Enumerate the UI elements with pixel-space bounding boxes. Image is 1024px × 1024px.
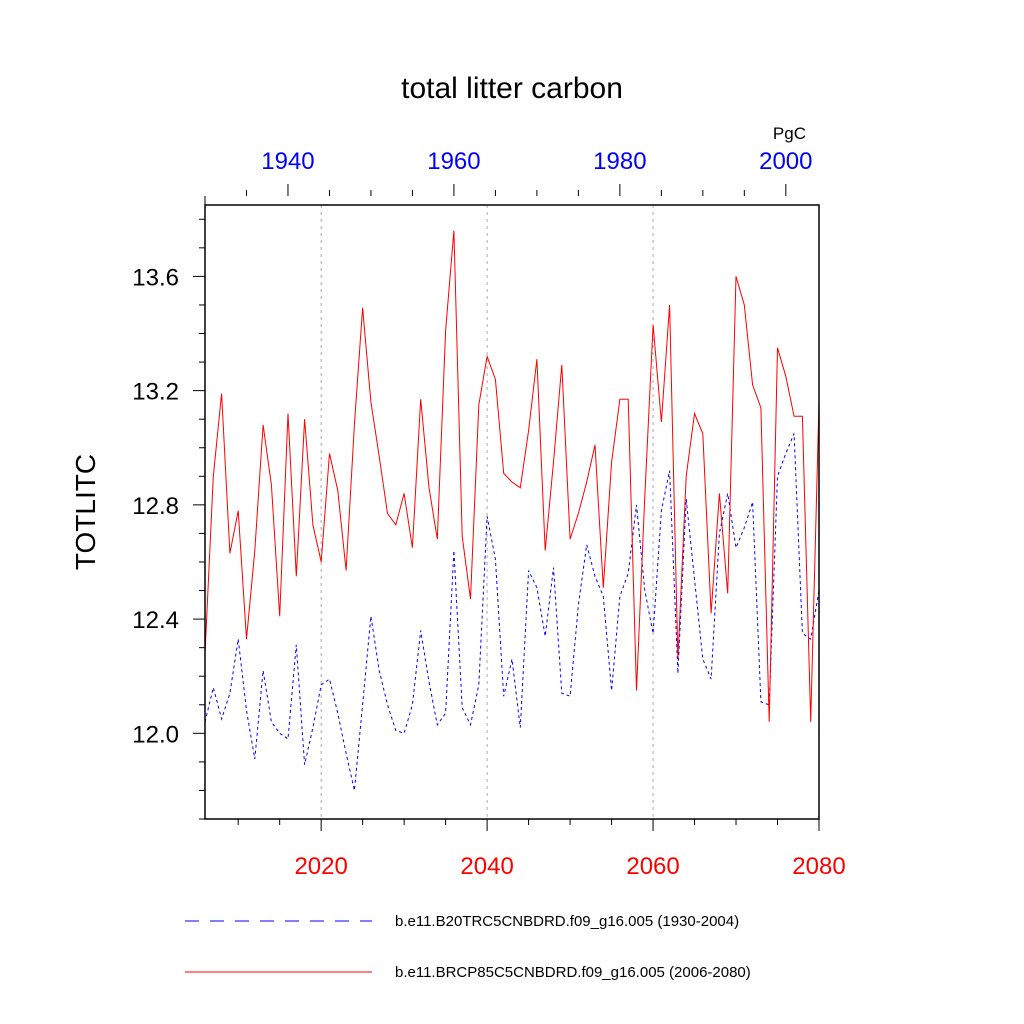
legend-label-rcp85: b.e11.BRCP85C5CNBDRD.f09_g16.005 (2006-2… [395, 964, 751, 981]
y-axis-label: TOTLITC [70, 454, 101, 570]
x-bottom-tick-label: 2080 [792, 853, 845, 880]
y-tick-label: 12.8 [132, 493, 179, 520]
series-line-rcp85 [204, 230, 820, 722]
x-top-tick-label: 1960 [427, 148, 480, 175]
x-top-tick-label: 1980 [593, 148, 646, 175]
y-tick-label: 12.4 [132, 607, 179, 634]
legend: b.e11.B20TRC5CNBDRD.f09_g16.005 (1930-20… [185, 913, 751, 981]
grid-lines [320, 205, 654, 819]
y-tick-label: 13.2 [132, 379, 179, 406]
chart-title: total litter carbon [401, 72, 623, 105]
x-bottom-tick-label: 2040 [460, 853, 513, 880]
plot-frame [204, 204, 820, 820]
y-tick-label: 13.6 [132, 264, 179, 291]
x-top-tick-label: 1940 [261, 148, 314, 175]
units-label: PgC [773, 124, 806, 143]
axis-ticks: 12.0 12.4 12.8 13.2 13.6 2020 2040 2060 2080 1940… [132, 148, 845, 880]
legend-label-historical: b.e11.B20TRC5CNBDRD.f09_g16.005 (1930-20… [395, 913, 739, 930]
x-bottom-tick-label: 2020 [294, 853, 347, 880]
series-line-historical [204, 433, 820, 791]
x-bottom-tick-label: 2060 [626, 853, 679, 880]
series-layer [204, 230, 820, 791]
y-tick-label: 12.0 [132, 721, 179, 748]
x-top-tick-label: 2000 [759, 148, 812, 175]
